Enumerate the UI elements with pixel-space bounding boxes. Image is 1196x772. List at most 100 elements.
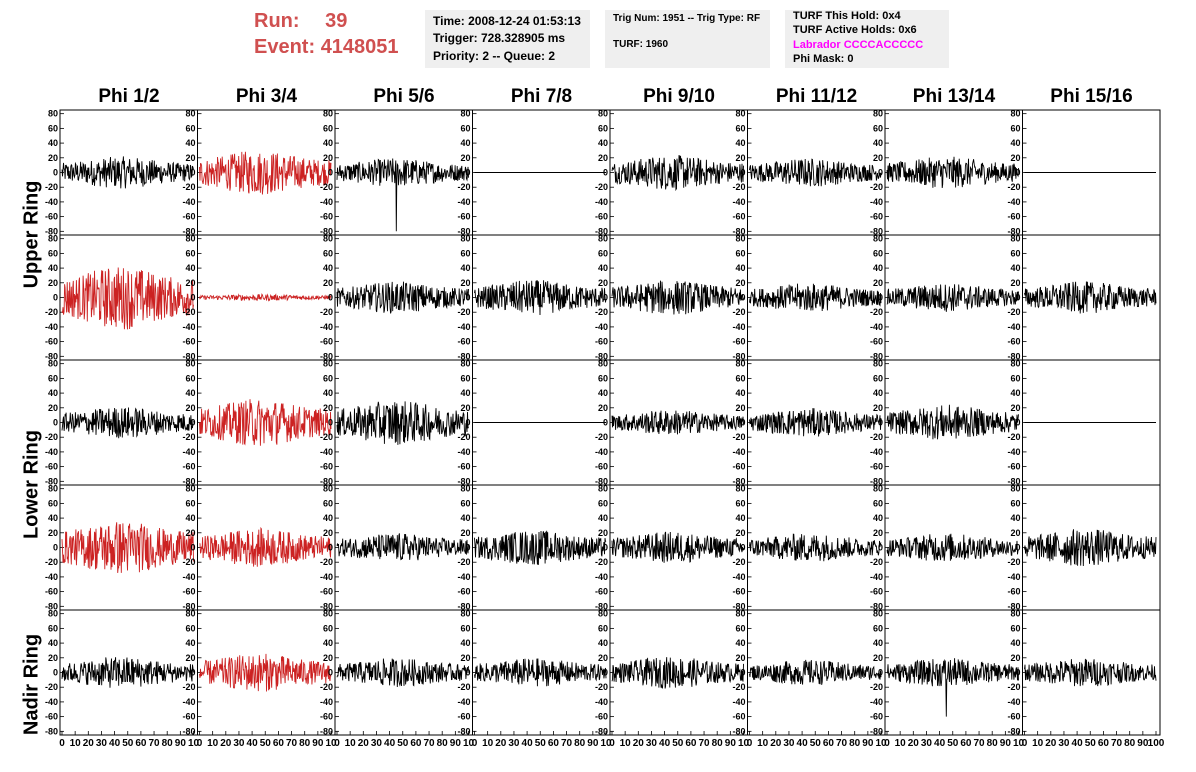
y-tick-label: 20	[323, 278, 333, 288]
x-tick-label: 10	[757, 738, 769, 749]
x-tick-label: 10	[463, 738, 475, 749]
y-tick-label: 20	[323, 153, 333, 163]
y-tick-label: -20	[457, 307, 470, 317]
x-tick-label: 10	[875, 738, 887, 749]
waveform-trace	[199, 151, 332, 195]
y-tick-label: 60	[1010, 123, 1020, 133]
y-tick-label: 60	[873, 123, 883, 133]
y-tick-label: -60	[732, 212, 745, 222]
x-tick-label: 90	[725, 738, 737, 749]
y-tick-label: 20	[460, 403, 470, 413]
y-tick-label: -60	[457, 587, 470, 597]
y-tick-label: -60	[870, 212, 883, 222]
y-tick-label: -20	[732, 682, 745, 692]
y-tick-label: 0	[465, 293, 470, 303]
y-tick-label: -20	[457, 682, 470, 692]
x-tick-label: 80	[574, 738, 586, 749]
y-tick-label: -80	[457, 351, 470, 361]
y-tick-label: 20	[185, 153, 195, 163]
y-tick-label: 40	[185, 513, 195, 523]
y-tick-label: 20	[873, 653, 883, 663]
y-tick-label: 0	[190, 293, 195, 303]
y-tick-label: 60	[323, 623, 333, 633]
y-tick-label: 60	[1010, 623, 1020, 633]
y-tick-label: 60	[460, 248, 470, 258]
y-tick-label: 40	[735, 638, 745, 648]
x-tick-label: 80	[987, 738, 999, 749]
y-tick-label: 80	[460, 609, 470, 619]
y-tick-label: 60	[323, 498, 333, 508]
y-tick-label: 80	[185, 359, 195, 369]
y-tick-label: -80	[182, 351, 195, 361]
y-tick-label: 40	[735, 138, 745, 148]
y-tick-label: -20	[457, 432, 470, 442]
x-tick-label: 20	[908, 738, 920, 749]
y-tick-label: -20	[320, 432, 333, 442]
y-tick-label: -60	[732, 337, 745, 347]
x-tick-label: 70	[148, 738, 160, 749]
y-tick-label: 80	[185, 109, 195, 119]
x-tick-label: 70	[423, 738, 435, 749]
y-tick-label: 0	[1015, 418, 1020, 428]
y-tick-label: -80	[870, 726, 883, 736]
x-tick-label: 10	[345, 738, 357, 749]
x-tick-label: 60	[1098, 738, 1110, 749]
y-tick-label: -40	[1007, 197, 1020, 207]
y-tick-label: 0	[53, 668, 58, 678]
y-tick-label: 20	[735, 278, 745, 288]
y-tick-label: -60	[732, 462, 745, 472]
y-tick-label: -80	[45, 726, 58, 736]
y-tick-label: 40	[185, 263, 195, 273]
x-tick-label: 50	[672, 738, 684, 749]
column-header: Phi 7/8	[510, 86, 573, 107]
y-tick-label: 40	[873, 263, 883, 273]
y-tick-label: -20	[45, 682, 58, 692]
y-tick-label: 60	[873, 373, 883, 383]
y-tick-label: 20	[735, 153, 745, 163]
phi-mask-text: Phi Mask: 0	[793, 53, 854, 65]
y-tick-label: -60	[1007, 712, 1020, 722]
turf-text: TURF: 1960	[613, 39, 669, 50]
y-tick-label: 20	[735, 528, 745, 538]
y-tick-label: -60	[320, 212, 333, 222]
y-tick-label: -40	[1007, 447, 1020, 457]
x-tick-label: 10	[620, 738, 632, 749]
y-tick-label: -80	[45, 226, 58, 236]
x-tick-label: 60	[410, 738, 422, 749]
y-tick-label: 0	[190, 168, 195, 178]
y-tick-label: 60	[460, 623, 470, 633]
y-tick-label: 80	[735, 359, 745, 369]
y-tick-label: 20	[735, 653, 745, 663]
column-header: Phi 9/10	[643, 86, 715, 107]
y-tick-label: -60	[732, 712, 745, 722]
y-tick-label: 60	[460, 498, 470, 508]
y-tick-label: -80	[595, 476, 608, 486]
y-tick-label: -20	[182, 432, 195, 442]
x-tick-label: 0	[334, 738, 340, 749]
x-tick-label: 20	[83, 738, 95, 749]
y-tick-label: -20	[732, 432, 745, 442]
y-tick-label: 0	[603, 293, 608, 303]
y-tick-label: 20	[460, 153, 470, 163]
y-tick-label: -40	[870, 322, 883, 332]
y-tick-label: -80	[182, 601, 195, 611]
x-tick-label: 20	[1045, 738, 1057, 749]
y-tick-label: -20	[182, 182, 195, 192]
y-tick-label: 40	[598, 263, 608, 273]
y-tick-label: -60	[182, 212, 195, 222]
waveform-trace	[611, 657, 744, 689]
y-tick-label: -40	[45, 447, 58, 457]
y-tick-label: 40	[323, 638, 333, 648]
y-tick-label: -80	[595, 601, 608, 611]
y-tick-label: -80	[320, 351, 333, 361]
y-tick-label: 0	[465, 418, 470, 428]
x-tick-label: 30	[1058, 738, 1070, 749]
x-tick-label: 70	[836, 738, 848, 749]
y-tick-label: 80	[48, 359, 58, 369]
y-tick-label: 0	[878, 168, 883, 178]
x-tick-label: 40	[522, 738, 534, 749]
y-tick-label: 20	[873, 278, 883, 288]
event-line: Event: 4148051	[254, 34, 414, 60]
y-tick-label: -60	[457, 337, 470, 347]
y-tick-label: 80	[323, 359, 333, 369]
